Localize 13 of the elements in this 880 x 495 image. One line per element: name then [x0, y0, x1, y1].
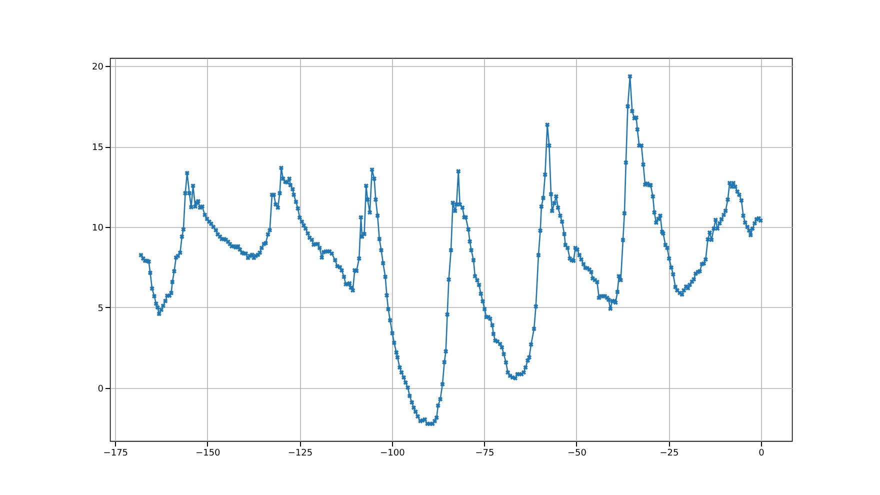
- x-tick-label: −175: [103, 448, 128, 458]
- x-tick-label: −150: [196, 448, 221, 458]
- x-tick-label: 0: [758, 448, 765, 458]
- y-tick-label: 20: [92, 62, 104, 73]
- x-tick-label: −100: [380, 448, 406, 458]
- y-tick-label: 0: [98, 384, 104, 394]
- y-tick-label: 5: [98, 304, 104, 314]
- x-tick-label: −125: [288, 448, 313, 458]
- y-tick-label: 15: [92, 143, 104, 154]
- x-tick-label: −75: [475, 448, 494, 458]
- y-tick-label: 10: [92, 223, 104, 234]
- x-tick-label: −25: [660, 448, 679, 458]
- x-tick-label: −50: [567, 448, 587, 458]
